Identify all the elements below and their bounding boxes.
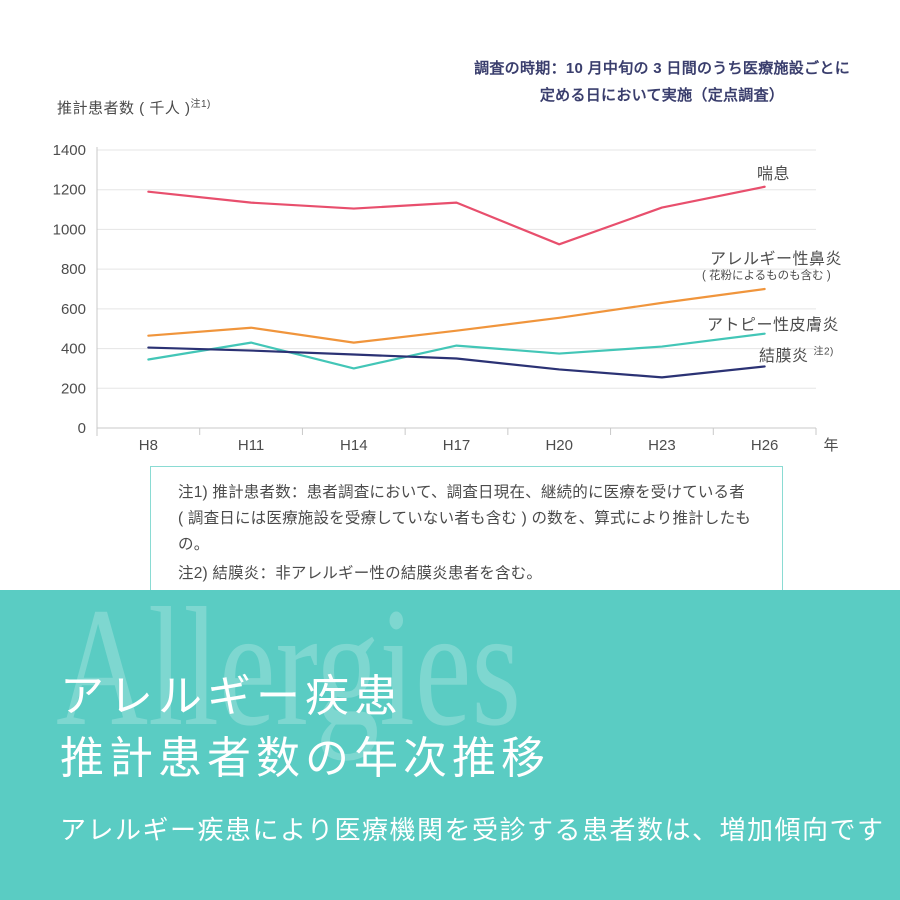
svg-text:H11: H11 [238, 437, 264, 454]
series-label-allergic-rhinitis-sub: ( 花粉によるものも含む ) [702, 270, 831, 282]
hero-watermark-text: Allergies [56, 590, 522, 761]
survey-period-note: 調査の時期：10 月中旬の 3 日間のうち医療施設ごとに 定める日において実施（… [474, 55, 850, 109]
svg-text:H8: H8 [139, 437, 158, 454]
svg-text:800: 800 [61, 261, 86, 278]
y-axis-title: 推計患者数 ( 千人 )注1) [57, 95, 211, 118]
svg-text:年: 年 [823, 437, 838, 454]
footnote-2: 注2) 結膜炎：非アレルギー性の結膜炎患者を含む。 [178, 565, 543, 582]
series-label-conjunctivitis: 結膜炎 注2) [759, 342, 834, 366]
survey-period-line1: 調査の時期：10 月中旬の 3 日間のうち医療施設ごとに [474, 60, 850, 77]
svg-text:H14: H14 [340, 437, 368, 454]
series-label-conjunctivitis-text: 結膜炎 [759, 348, 809, 365]
footnote-1-line2: ( 調査日には医療施設を受療していない者も含む ) の数を、算式により推計したも… [178, 510, 751, 553]
hero-title-line1: アレルギー疾患 [60, 672, 403, 721]
svg-text:0: 0 [78, 420, 86, 437]
footnotes-box: 注1) 推計患者数：患者調査において、調査日現在、継続的に医療を受けている者 (… [150, 466, 783, 601]
hero-panel: Allergies アレルギー疾患 推計患者数の年次推移 アレルギー疾患により医… [0, 590, 900, 900]
y-axis-title-footnote-ref: 注1) [190, 99, 211, 110]
series-label-conjunctivitis-footnote-ref: 注2) [813, 346, 834, 358]
hero-subtitle: アレルギー疾患により医療機関を受診する患者数は、増加傾向です [60, 816, 885, 845]
svg-text:H26: H26 [751, 437, 779, 454]
svg-text:400: 400 [61, 341, 86, 358]
svg-text:H23: H23 [648, 437, 676, 454]
survey-period-line2: 定める日において実施（定点調査） [539, 87, 785, 104]
line-chart-svg: 0 200 400 600 800 1000 1200 1400 H8 H11 H14 H17 H20 H… [53, 142, 839, 454]
hero-title: アレルギー疾患 推計患者数の年次推移 [60, 666, 550, 790]
svg-text:H20: H20 [545, 437, 573, 454]
series-label-asthma: 喘息 [757, 166, 791, 183]
svg-text:1400: 1400 [53, 142, 86, 159]
svg-text:200: 200 [61, 380, 86, 397]
series-label-atopic-dermatitis: アトピー性皮膚炎 [707, 317, 840, 334]
hero-title-line2: 推計患者数の年次推移 [60, 734, 550, 783]
y-axis-title-text: 推計患者数 ( 千人 ) [57, 100, 191, 117]
svg-text:H17: H17 [443, 437, 471, 454]
footnote-1-line1: 注1) 推計患者数：患者調査において、調査日現在、継続的に医療を受けている者 [178, 484, 745, 501]
svg-text:1200: 1200 [53, 182, 86, 199]
svg-text:600: 600 [61, 301, 86, 318]
svg-text:1000: 1000 [53, 221, 86, 238]
series-label-allergic-rhinitis: アレルギー性鼻炎 [710, 251, 843, 268]
